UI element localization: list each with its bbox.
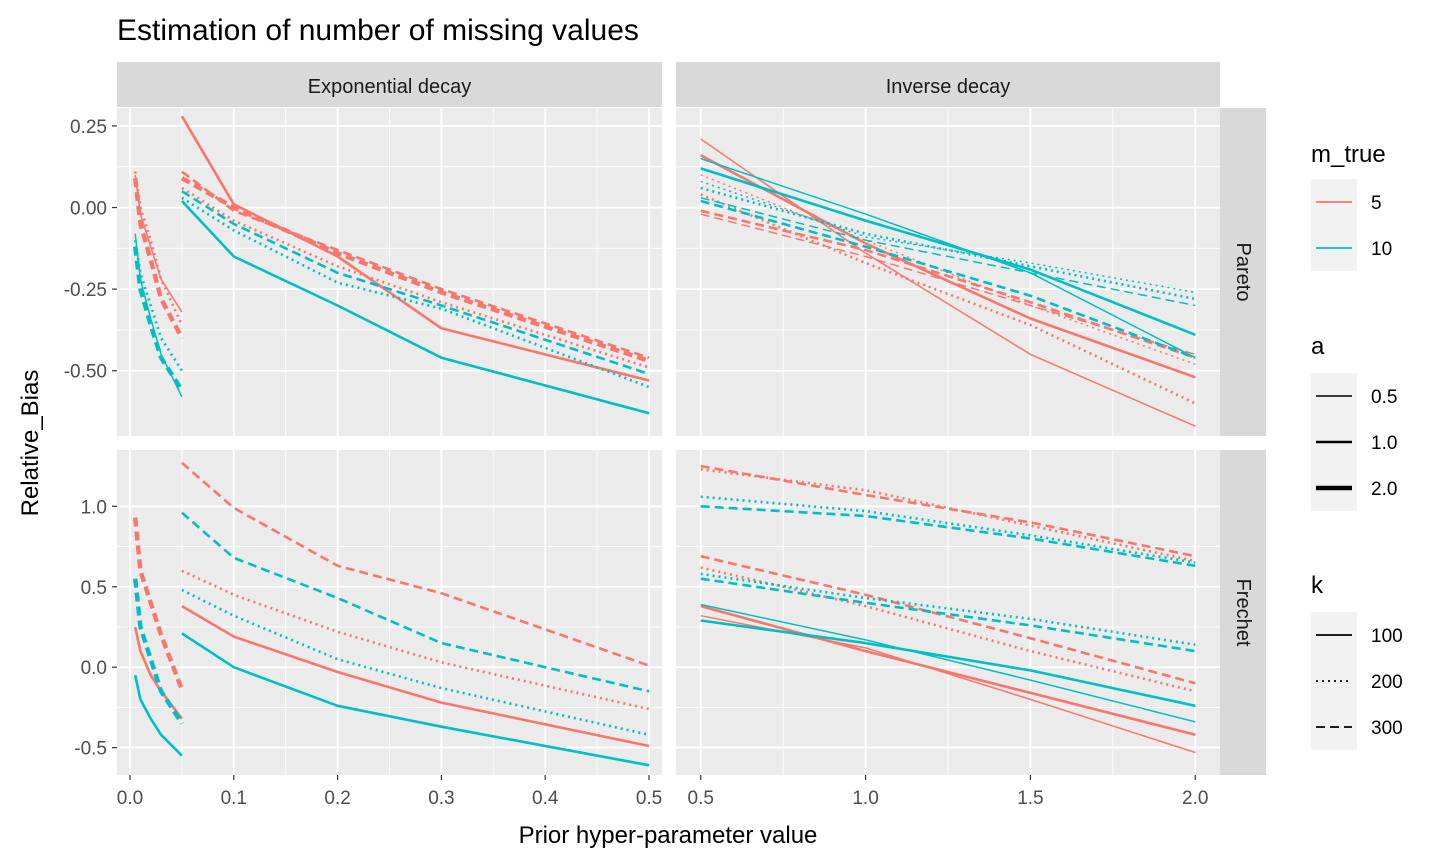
series-line [700, 174, 1196, 365]
x-tick-label: 0.4 [532, 788, 559, 809]
x-tick-label: 0.1 [221, 788, 247, 809]
series-line [133, 578, 184, 725]
series-line [700, 138, 1196, 427]
series-line [134, 174, 183, 313]
y-tick-label: -0.5 [74, 739, 107, 760]
legend-entry-label: 1.0 [1371, 433, 1397, 454]
series-line [181, 186, 650, 369]
facet-strip-col [676, 62, 1220, 107]
facet-strip-row-label: Pareto [1232, 243, 1254, 302]
y-tick-label: -0.50 [64, 362, 107, 383]
x-tick-label: 0.5 [688, 788, 714, 809]
facet-strip-col-label: Exponential decay [308, 76, 471, 98]
facet-panel: 0.5 1.0 1.5 2.0 [676, 450, 1220, 809]
legend-entry-label: 2.0 [1371, 479, 1397, 500]
series-line [133, 674, 183, 757]
legend-title-m-true: m_true [1311, 141, 1386, 168]
y-tick-label: 0.25 [70, 117, 107, 138]
series-line [700, 197, 1196, 307]
series-line [180, 200, 650, 415]
x-tick-label: 1.0 [852, 788, 878, 809]
series-line [181, 461, 650, 667]
x-tick-label: 0.3 [428, 788, 454, 809]
legend-entry-label: 200 [1371, 672, 1403, 693]
facet-strip-col-label: Inverse decay [886, 76, 1011, 98]
series-line [700, 193, 1196, 405]
facet-panel [676, 108, 1220, 436]
series-line [700, 167, 1196, 337]
series-line [181, 588, 650, 737]
series-line [700, 619, 1196, 708]
series-line [133, 246, 184, 392]
x-tick-label: 2.0 [1182, 788, 1208, 809]
x-tick-label: 0.2 [324, 788, 350, 809]
series-line [700, 604, 1196, 737]
series-line [181, 632, 650, 767]
series-line [700, 209, 1196, 359]
series-line [133, 517, 184, 691]
y-axis-title: Relative_Bias [17, 370, 44, 517]
facet-strip-row [1220, 450, 1266, 775]
facet-strip-row-label: Frechet [1232, 579, 1254, 647]
legend-entry-label: 5 [1371, 193, 1382, 214]
x-axis-title: Prior hyper-parameter value [519, 822, 818, 849]
series-line [700, 566, 1196, 693]
series-line [180, 176, 650, 363]
facet-strip-row [1220, 108, 1266, 436]
series-line [700, 186, 1196, 301]
facet-strip-col [117, 62, 662, 107]
series-line [181, 190, 650, 376]
series-line [181, 604, 650, 748]
series-line [133, 177, 184, 340]
y-tick-label: 0.5 [81, 578, 107, 599]
legend-entry-label: 300 [1371, 718, 1403, 739]
legend-entry-label: 0.5 [1371, 387, 1397, 408]
legend-entry-label: 100 [1371, 626, 1403, 647]
legend-title-a: a [1311, 333, 1325, 360]
x-tick-label: 1.5 [1017, 788, 1043, 809]
facet-panel: 0.25 0.00 -0.25 -0.50 [64, 108, 662, 436]
series-line [700, 213, 1196, 356]
series-line [700, 603, 1196, 723]
legend-title-k: k [1311, 572, 1324, 599]
facet-panel: 0.0 0.1 0.2 0.3 0.4 0.5 1.0 0.5 0.0 -0.5 [74, 450, 662, 809]
legend-entry-label: 10 [1371, 239, 1392, 260]
series-line [180, 115, 650, 382]
y-tick-label: 0.00 [70, 199, 107, 220]
chart-title: Estimation of number of missing values [117, 14, 639, 47]
y-tick-label: -0.25 [64, 280, 107, 301]
series-line [181, 170, 650, 359]
series-line [700, 554, 1196, 685]
y-tick-label: 0.0 [81, 658, 107, 679]
x-tick-label: 0.5 [636, 788, 662, 809]
series-line [700, 199, 1196, 359]
y-tick-label: 1.0 [81, 497, 107, 518]
x-tick-label: 0.0 [117, 788, 143, 809]
series-line [700, 495, 1196, 564]
legend: m_true a k 5 10 0.5 1.0 2.0 100 200 300 [1311, 141, 1403, 750]
series-line [181, 511, 650, 693]
series-line [133, 239, 183, 372]
series-line [700, 157, 1196, 359]
panels: Exponential decay Inverse decay Pareto Frec… [64, 62, 1266, 809]
